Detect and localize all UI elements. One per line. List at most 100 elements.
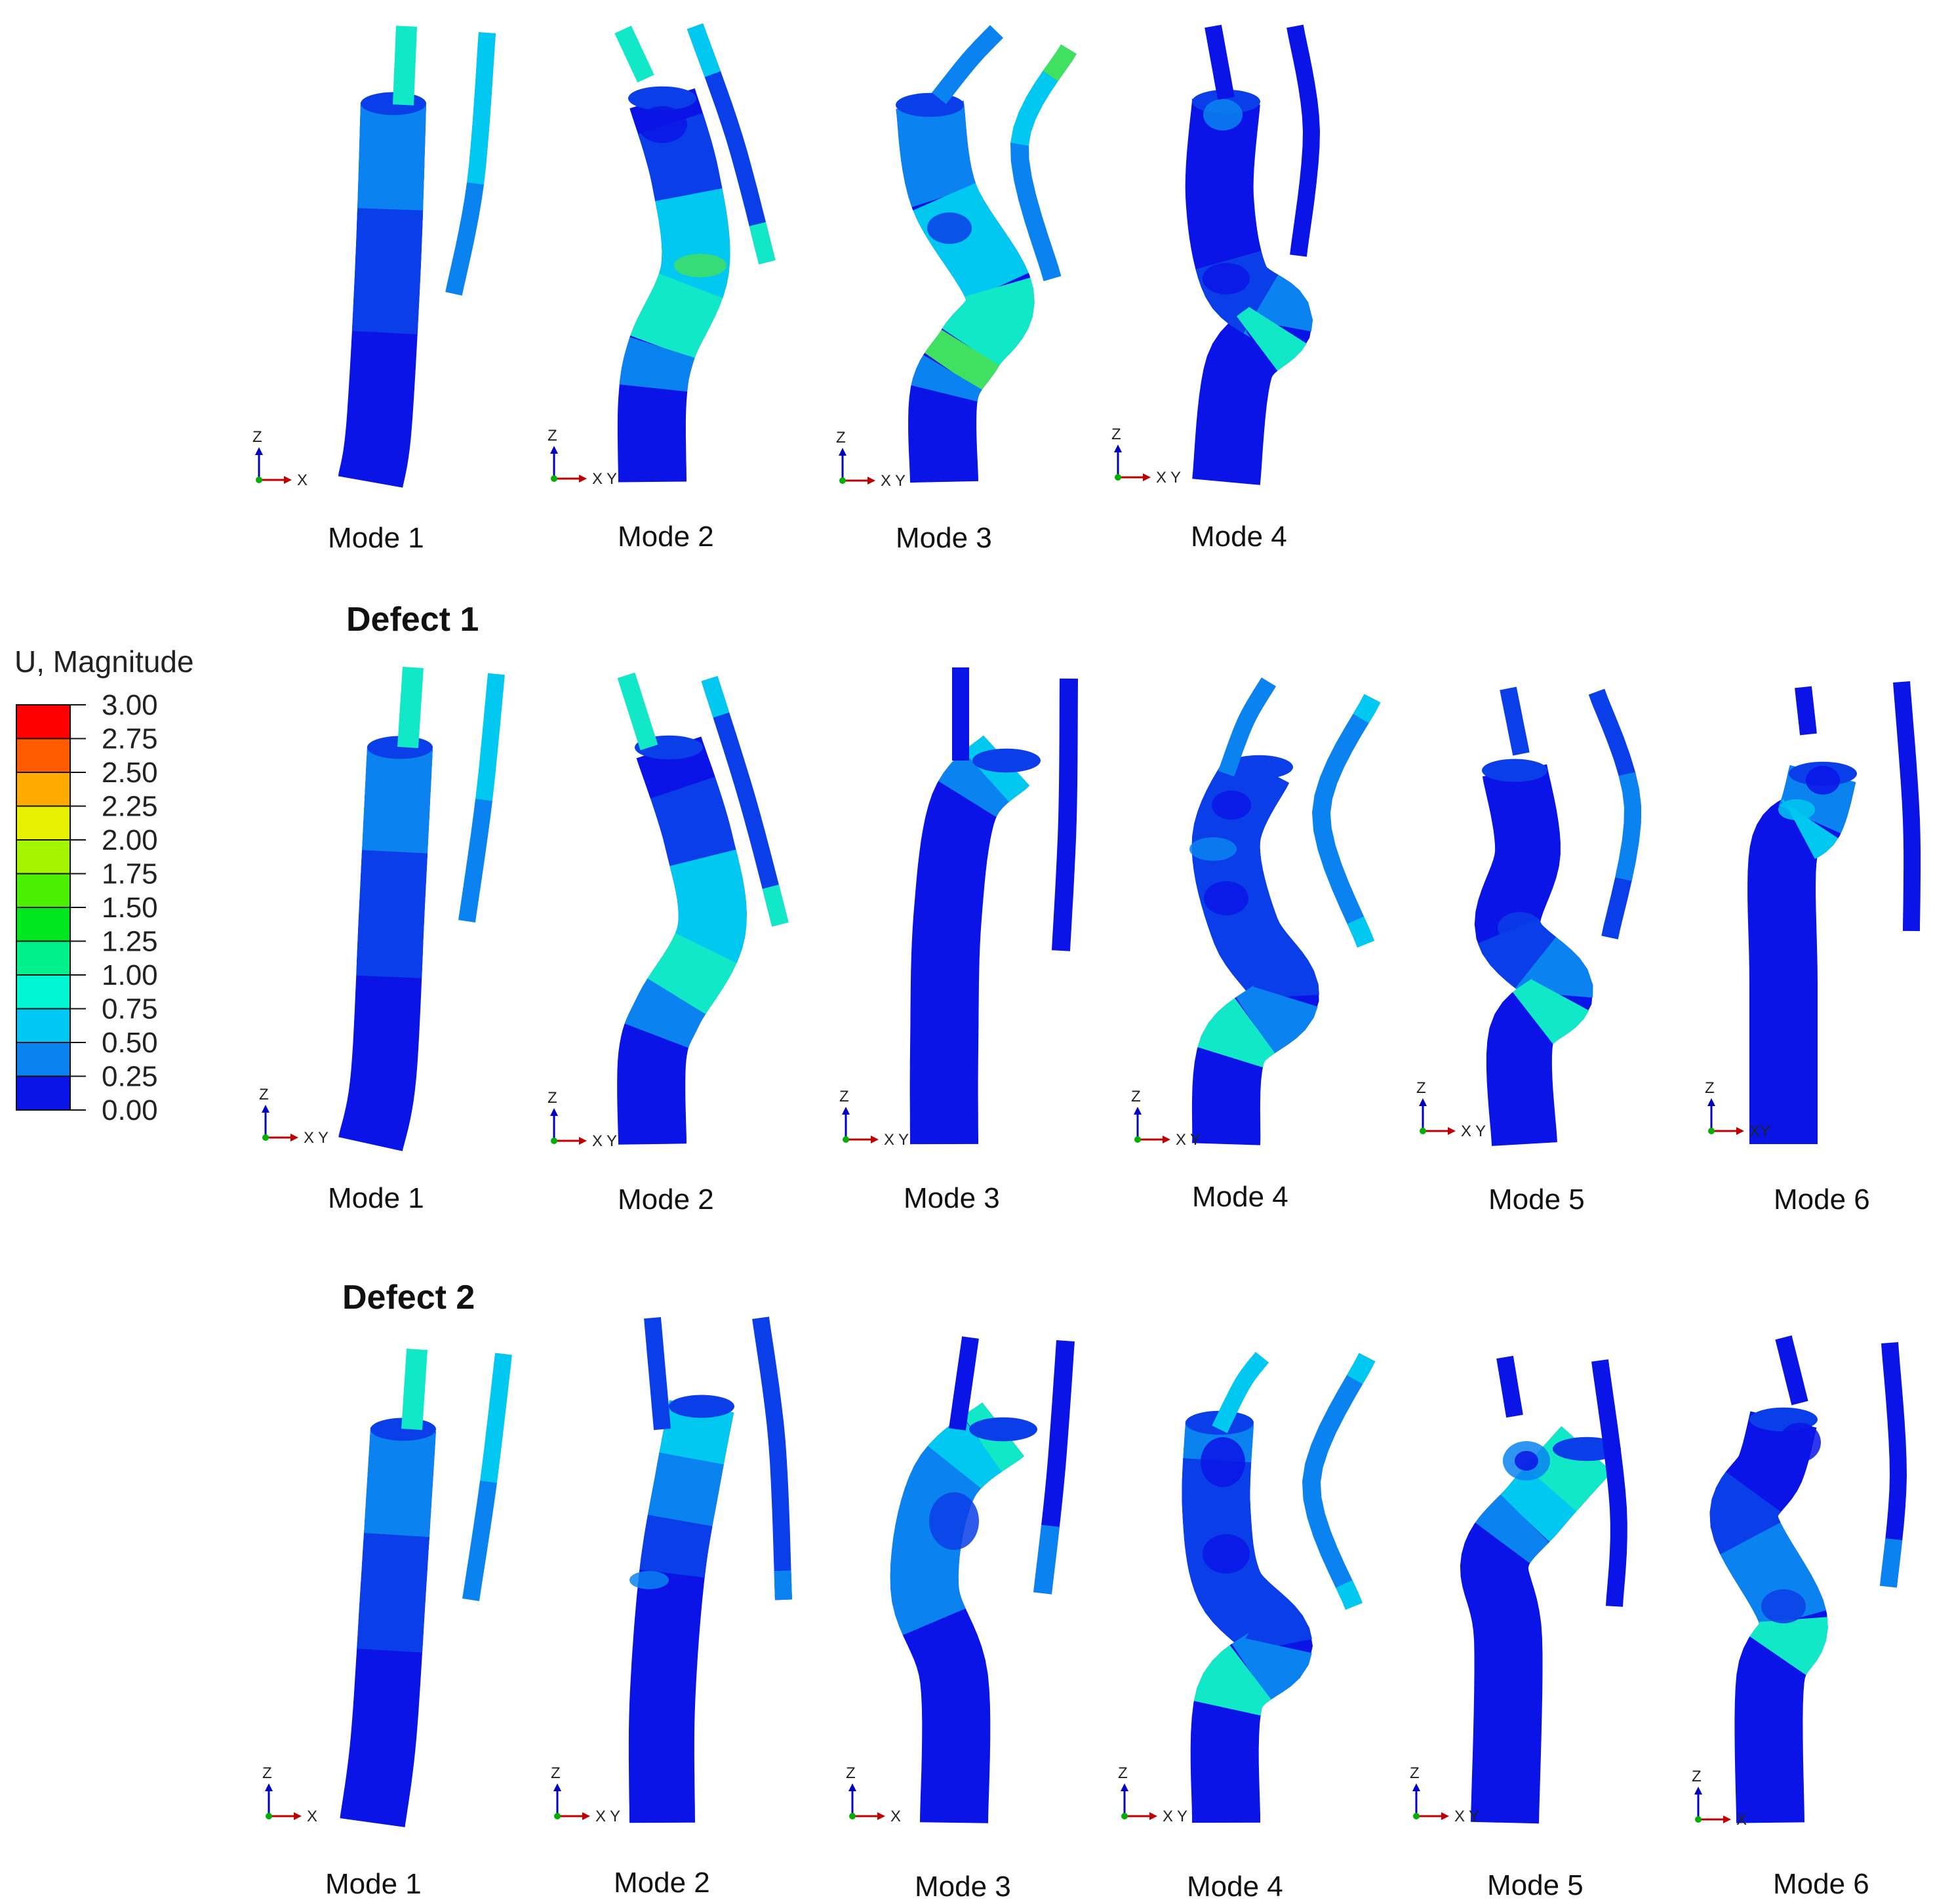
side-pipe-band [1347, 916, 1374, 948]
triad-label-y: Y [607, 470, 617, 488]
x-arrowhead [579, 1137, 587, 1145]
y-axis-dot [849, 1813, 856, 1819]
x-arrowhead [867, 477, 875, 485]
mode-label: Mode 1 [325, 1868, 422, 1900]
x-arrowhead [294, 1812, 302, 1820]
triad-label-x: X [1176, 1131, 1186, 1149]
legend-value-label: 2.50 [102, 757, 158, 789]
pipe-contour-band [1231, 1633, 1312, 1701]
pipe-end-cap [969, 1417, 1037, 1442]
mode-shape-panel: ZX [262, 1349, 512, 1827]
pipe-end-cap [669, 1395, 734, 1418]
triad-label-z: Z [1416, 1079, 1426, 1097]
mode-label: Mode 3 [915, 1871, 1011, 1903]
pipe-contour-band [938, 751, 1009, 818]
x-arrowhead [284, 476, 292, 484]
side-pipe-band [1336, 1579, 1363, 1610]
inner-pipe [644, 1317, 671, 1431]
inner-pipe [617, 672, 658, 751]
pipe-end-cap [1225, 755, 1293, 780]
x-arrowhead [579, 475, 587, 483]
legend-value-label: 0.75 [102, 993, 158, 1025]
triad-label-x: X [1461, 1122, 1471, 1140]
triad-label-x: X [595, 1808, 606, 1825]
z-arrowhead [265, 1783, 273, 1791]
z-arrowhead [550, 1108, 558, 1116]
triad-label-z: Z [846, 1764, 856, 1782]
triad-label-z: Z [262, 1764, 272, 1782]
contour-spot [1778, 799, 1815, 820]
pipe-contour-band [357, 102, 426, 229]
triad-label-z: Z [1131, 1088, 1141, 1105]
side-pipe [1880, 1342, 1907, 1588]
legend-swatch [16, 805, 71, 841]
triad-label-x: X [307, 1808, 317, 1825]
y-axis-dot [551, 475, 557, 482]
x-arrowhead [582, 1812, 590, 1820]
pipe-end-cap [896, 92, 964, 117]
row-title-defect-1: Defect 1 [346, 601, 479, 639]
legend-values: 3.002.752.502.252.001.751.501.251.000.75… [102, 689, 158, 1126]
pipe-contour-band [911, 355, 982, 402]
z-arrowhead [1412, 1783, 1420, 1791]
row-defect-2: ZX ZX Y ZX ZX Y ZX Y ZX Mode 1 Mode 2 Mode … [262, 1317, 1907, 1903]
pipe-contour-band [351, 208, 424, 334]
side-pipe [1302, 1353, 1376, 1610]
pipe-contour-band [619, 337, 695, 392]
triad-label-x: X [890, 1808, 901, 1825]
triad-label-y: Y [318, 1129, 329, 1147]
pipe-end-cap [628, 86, 696, 111]
z-arrowhead [550, 446, 558, 454]
contour-spot [1498, 912, 1542, 943]
legend-swatch [16, 772, 71, 807]
side-pipe-band [762, 884, 789, 927]
contour-spot [929, 1492, 979, 1550]
mode-label: Mode 6 [1773, 1868, 1869, 1900]
triad-label-z: Z [259, 1086, 269, 1103]
contour-spot [1761, 1589, 1806, 1623]
inner-pipe [401, 1349, 428, 1430]
triad-label-x: XY [1749, 1122, 1770, 1140]
side-pipe-band [1353, 694, 1381, 723]
side-pipe-band [1043, 44, 1077, 82]
contour-spot [1779, 1423, 1821, 1462]
pipe-contour-band [655, 188, 730, 307]
side-pipe [752, 1317, 792, 1600]
pipe-contour-band [1236, 306, 1307, 371]
y-axis-dot [266, 1813, 272, 1819]
pipe-contour-band [922, 1416, 1002, 1496]
side-pipe-band [1880, 1538, 1903, 1588]
triad-label-x: X [1736, 1811, 1747, 1829]
triad-label-x: X [1454, 1808, 1465, 1825]
y-axis-dot [843, 1136, 849, 1143]
triad-label-z: Z [836, 429, 846, 446]
pipe-body [909, 735, 1030, 1145]
z-arrowhead [1419, 1098, 1427, 1106]
side-pipe-band [462, 1480, 497, 1601]
contour-spot [1204, 881, 1248, 915]
mode-label: Mode 4 [1191, 521, 1287, 553]
mode-shape-panel: ZX [1692, 1335, 1907, 1829]
pipe-contour-band [1235, 984, 1318, 1054]
triad-label-y: Y [1475, 1122, 1486, 1140]
triad-label-x: X [1163, 1808, 1173, 1825]
inner-pipe [952, 667, 969, 761]
x-arrowhead [1149, 1812, 1157, 1820]
x-arrowhead [1723, 1815, 1731, 1823]
inner-pipe [1775, 1335, 1808, 1406]
legend-value-label: 0.25 [102, 1061, 158, 1093]
contour-spot [1515, 1451, 1538, 1471]
contour-spot [637, 106, 687, 143]
triad-label-x: X [592, 1132, 603, 1150]
side-pipe-band [445, 182, 484, 296]
mode-label: Mode 3 [896, 522, 992, 554]
triad-label-x: X [592, 470, 603, 488]
side-pipe [1591, 1359, 1627, 1607]
